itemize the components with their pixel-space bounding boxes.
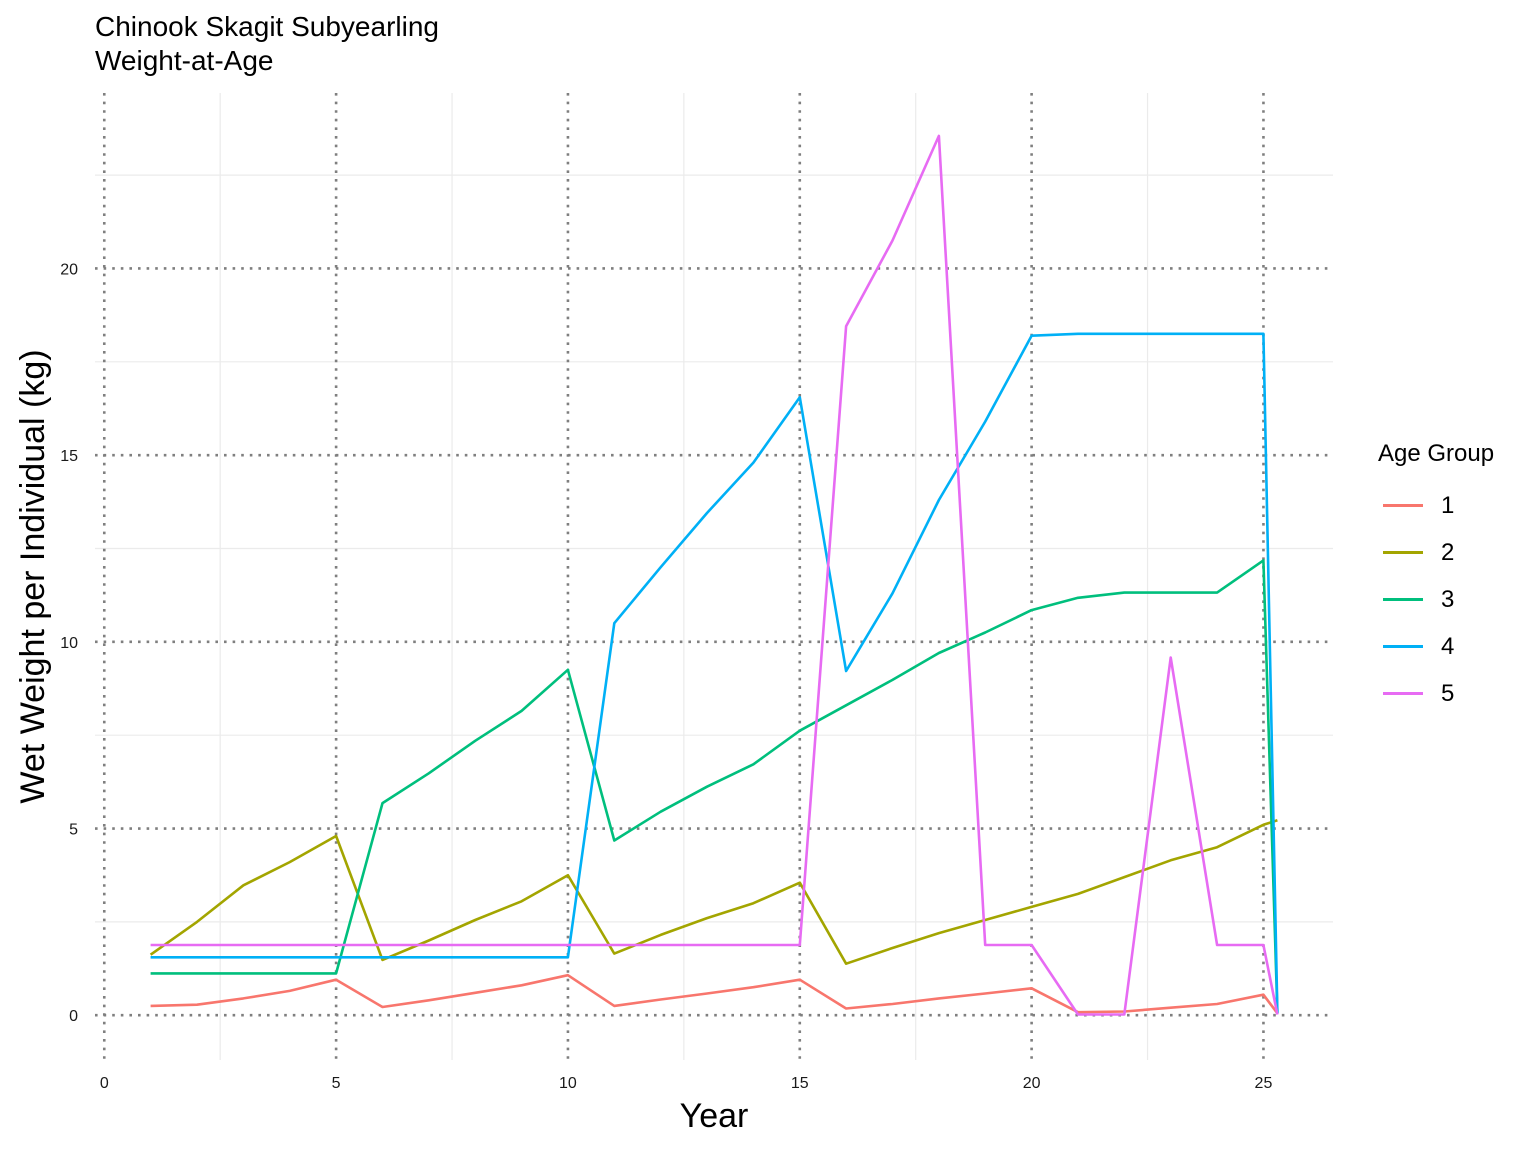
series-line-age-5 bbox=[150, 134, 1279, 1016]
chart-title-block: Chinook Skagit Subyearling Weight-at-Age bbox=[95, 10, 439, 78]
y-tick-label: 20 bbox=[60, 261, 78, 278]
legend-item-age-4: 4 bbox=[1378, 623, 1494, 670]
x-tick-label: 20 bbox=[1023, 1075, 1041, 1092]
legend-item-age-5: 5 bbox=[1378, 670, 1494, 717]
y-tick-labels: 0 5 10 15 20 bbox=[60, 261, 78, 1025]
x-tick-label: 0 bbox=[100, 1075, 109, 1092]
legend-label: 2 bbox=[1441, 538, 1455, 566]
chart-subtitle: Weight-at-Age bbox=[95, 45, 274, 76]
x-tick-label: 10 bbox=[559, 1075, 577, 1092]
legend-label: 4 bbox=[1441, 632, 1455, 660]
legend: Age Group 1 2 3 4 5 bbox=[1378, 440, 1494, 717]
legend-item-age-2: 2 bbox=[1378, 529, 1494, 576]
chart-title: Chinook Skagit Subyearling bbox=[95, 11, 439, 42]
series-line-age-4 bbox=[150, 332, 1279, 1014]
legend-label: 3 bbox=[1441, 585, 1455, 613]
y-tick-label: 5 bbox=[69, 822, 78, 839]
legend-items: 1 2 3 4 5 bbox=[1378, 482, 1494, 717]
legend-label: 1 bbox=[1441, 491, 1455, 519]
y-axis-title: Wet Weight per Individual (kg) bbox=[14, 349, 52, 803]
x-tick-label: 25 bbox=[1255, 1075, 1273, 1092]
series-lines bbox=[149, 134, 1279, 1016]
legend-key-line bbox=[1383, 692, 1423, 695]
x-tick-label: 15 bbox=[791, 1075, 809, 1092]
series-line-age-2 bbox=[149, 819, 1278, 966]
y-tick-label: 15 bbox=[60, 448, 78, 465]
x-tick-label: 5 bbox=[332, 1075, 341, 1092]
minor-gridlines bbox=[95, 93, 1333, 1060]
legend-key-line bbox=[1383, 645, 1423, 648]
legend-title: Age Group bbox=[1378, 440, 1495, 467]
legend-key-line bbox=[1383, 551, 1423, 554]
legend-key-line bbox=[1383, 598, 1423, 601]
x-tick-labels: 0 5 10 15 20 25 bbox=[100, 1075, 1273, 1092]
legend-item-age-3: 3 bbox=[1378, 576, 1494, 623]
legend-item-age-1: 1 bbox=[1378, 482, 1494, 529]
y-tick-label: 0 bbox=[69, 1008, 78, 1025]
legend-key-line bbox=[1383, 504, 1423, 507]
x-axis-title: Year bbox=[680, 1097, 749, 1135]
y-tick-label: 10 bbox=[60, 635, 78, 652]
series-line-age-1 bbox=[150, 973, 1279, 1015]
legend-label: 5 bbox=[1441, 679, 1455, 707]
